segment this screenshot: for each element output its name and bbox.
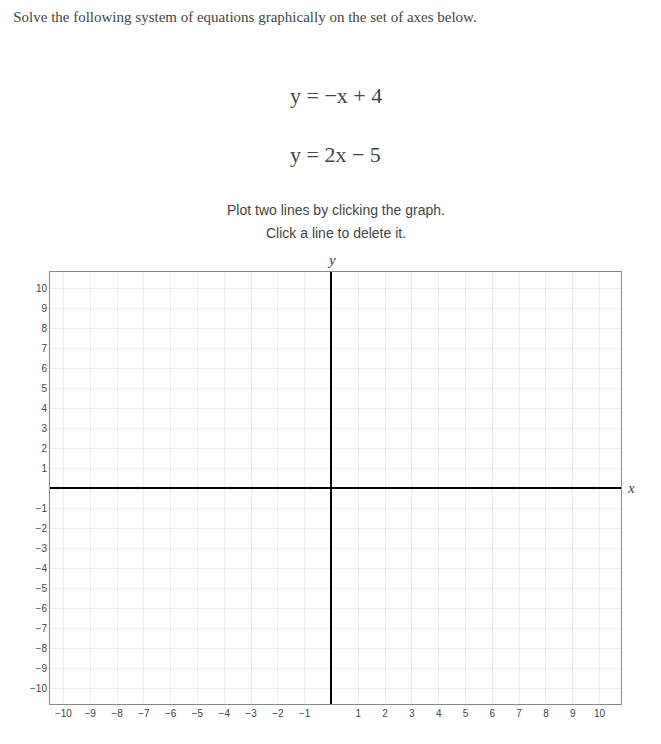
svg-text:−4: −4 — [219, 708, 231, 719]
svg-text:−10: −10 — [55, 708, 72, 719]
svg-text:2: 2 — [382, 708, 388, 719]
svg-text:9: 9 — [41, 303, 47, 314]
svg-text:7: 7 — [516, 708, 522, 719]
svg-text:6: 6 — [41, 363, 47, 374]
svg-text:8: 8 — [543, 708, 549, 719]
svg-text:6: 6 — [490, 708, 496, 719]
svg-text:5: 5 — [41, 383, 47, 394]
svg-text:−5: −5 — [36, 583, 48, 594]
svg-text:−6: −6 — [36, 603, 48, 614]
svg-text:−5: −5 — [192, 708, 204, 719]
svg-text:10: 10 — [36, 283, 48, 294]
svg-text:7: 7 — [41, 343, 47, 354]
svg-text:3: 3 — [41, 423, 47, 434]
svg-text:y = −x + 4: y = −x + 4 — [290, 83, 382, 108]
svg-text:Click a line to delete it.: Click a line to delete it. — [266, 225, 406, 241]
svg-text:−7: −7 — [36, 623, 48, 634]
svg-text:4: 4 — [436, 708, 442, 719]
svg-text:−3: −3 — [245, 708, 257, 719]
svg-text:5: 5 — [463, 708, 469, 719]
svg-text:−6: −6 — [165, 708, 177, 719]
svg-text:−7: −7 — [138, 708, 150, 719]
svg-text:−9: −9 — [36, 663, 48, 674]
svg-text:y = 2x − 5: y = 2x − 5 — [290, 142, 381, 167]
svg-text:8: 8 — [41, 323, 47, 334]
svg-text:−8: −8 — [36, 643, 48, 654]
svg-text:3: 3 — [409, 708, 415, 719]
svg-text:−1: −1 — [36, 503, 48, 514]
svg-text:9: 9 — [570, 708, 576, 719]
svg-text:4: 4 — [41, 403, 47, 414]
svg-text:x: x — [627, 480, 635, 496]
svg-text:Plot two lines by clicking the: Plot two lines by clicking the graph. — [227, 202, 445, 218]
svg-text:1: 1 — [356, 708, 362, 719]
svg-text:−4: −4 — [36, 563, 48, 574]
svg-text:−8: −8 — [111, 708, 123, 719]
svg-text:2: 2 — [41, 443, 47, 454]
svg-text:1: 1 — [41, 463, 47, 474]
svg-text:−1: −1 — [299, 708, 311, 719]
svg-text:y: y — [327, 252, 336, 268]
svg-text:−9: −9 — [85, 708, 97, 719]
svg-text:−10: −10 — [30, 683, 47, 694]
svg-text:10: 10 — [594, 708, 606, 719]
svg-text:−2: −2 — [36, 523, 48, 534]
svg-text:Solve the following system of: Solve the following system of equations … — [13, 9, 477, 25]
svg-text:−3: −3 — [36, 543, 48, 554]
svg-text:−2: −2 — [272, 708, 284, 719]
